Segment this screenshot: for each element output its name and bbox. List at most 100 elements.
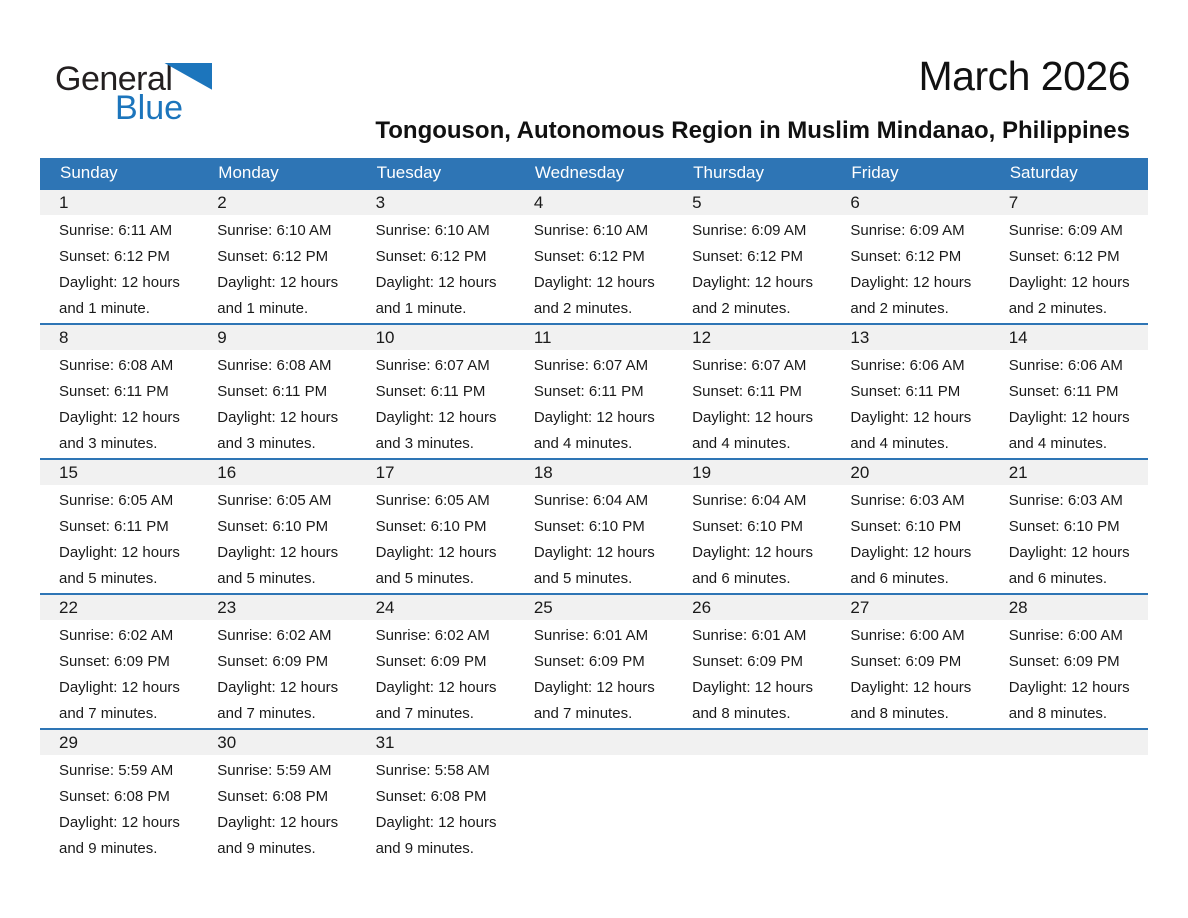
day-cell-23: 23 Sunrise: 6:02 AM Sunset: 6:09 PM Dayligh… — [198, 595, 357, 728]
sunset-text: Sunset: 6:10 PM — [375, 518, 487, 535]
daylight-text-cont: and 9 minutes. — [375, 840, 474, 857]
day-cell-empty — [514, 730, 674, 863]
day-details: Sunrise: 6:09 AM Sunset: 6:12 PM Daylight:… — [831, 215, 989, 322]
sunrise-text: Sunrise: 6:08 AM — [59, 357, 174, 374]
day-details: Sunrise: 5:59 AM Sunset: 6:08 PM Daylight:… — [40, 755, 198, 862]
sunrise-text: Sunrise: 6:09 AM — [692, 222, 807, 239]
daylight-text-cont: and 2 minutes. — [850, 300, 949, 317]
daylight-text: Daylight: 12 hours — [692, 274, 814, 291]
daylight-text-cont: and 9 minutes. — [59, 840, 158, 857]
daylight-text-cont: and 1 minute. — [217, 300, 309, 317]
day-cell-9: 9 Sunrise: 6:08 AM Sunset: 6:11 PM Daylight… — [198, 325, 357, 458]
sunset-text: Sunset: 6:12 PM — [850, 248, 962, 265]
sunset-text: Sunset: 6:11 PM — [533, 383, 644, 400]
daylight-text: Daylight: 12 hours — [533, 544, 655, 561]
day-cell-24: 24 Sunrise: 6:02 AM Sunset: 6:09 PM Dayligh… — [356, 595, 515, 728]
sunrise-text: Sunrise: 6:10 AM — [217, 222, 332, 239]
sunrise-text: Sunrise: 6:07 AM — [533, 357, 649, 374]
daylight-text: Daylight: 12 hours — [217, 814, 339, 831]
daylight-text: Daylight: 12 hours — [217, 544, 339, 561]
day-number: 4 — [514, 190, 674, 215]
day-cell-16: 16 Sunrise: 6:05 AM Sunset: 6:10 PM Dayligh… — [198, 460, 357, 593]
day-number: 21 — [989, 460, 1148, 485]
daylight-text: Daylight: 12 hours — [375, 679, 497, 696]
daylight-text-cont: and 5 minutes. — [533, 570, 633, 587]
day-number: 23 — [198, 595, 357, 620]
day-number: 30 — [198, 730, 357, 755]
daylight-text: Daylight: 12 hours — [533, 274, 655, 291]
daylight-text: Daylight: 12 hours — [692, 409, 814, 426]
day-cell-empty — [831, 730, 990, 863]
sunset-text: Sunset: 6:09 PM — [850, 653, 962, 670]
sunrise-text: Sunrise: 6:01 AM — [692, 627, 807, 644]
day-cell-18: 18 Sunrise: 6:04 AM Sunset: 6:10 PM Dayligh… — [514, 460, 674, 593]
calendar-weeks: 1 Sunrise: 6:11 AM Sunset: 6:12 PM Daylight… — [40, 188, 1148, 863]
day-details: Sunrise: 6:08 AM Sunset: 6:11 PM Daylight:… — [198, 350, 356, 457]
page-title: March 2026 — [918, 53, 1130, 99]
day-cell-21: 21 Sunrise: 6:03 AM Sunset: 6:10 PM Dayligh… — [989, 460, 1148, 593]
weekday-header-friday: Friday — [851, 163, 899, 182]
logo-text-blue: Blue — [115, 89, 184, 127]
day-number: 19 — [673, 460, 832, 485]
day-cell-29: 29 Sunrise: 5:59 AM Sunset: 6:08 PM Dayligh… — [40, 730, 199, 863]
sunrise-text: Sunrise: 6:07 AM — [692, 357, 807, 374]
sunset-text: Sunset: 6:11 PM — [217, 383, 328, 400]
day-details: Sunrise: 6:02 AM Sunset: 6:09 PM Daylight:… — [357, 620, 515, 727]
day-number: 11 — [514, 325, 674, 350]
day-details: Sunrise: 6:05 AM Sunset: 6:11 PM Daylight:… — [40, 485, 198, 592]
sunset-text: Sunset: 6:12 PM — [375, 248, 487, 265]
weekday-header-saturday: Saturday — [1009, 163, 1078, 182]
weekday-header-monday: Monday — [218, 163, 279, 182]
day-number — [989, 730, 1148, 755]
day-cell-17: 17 Sunrise: 6:05 AM Sunset: 6:10 PM Dayligh… — [356, 460, 515, 593]
sunrise-text: Sunrise: 6:02 AM — [217, 627, 332, 644]
day-cell-6: 6 Sunrise: 6:09 AM Sunset: 6:12 PM Daylight… — [831, 190, 990, 323]
day-details: Sunrise: 6:10 AM Sunset: 6:12 PM Daylight:… — [357, 215, 515, 322]
sunset-text: Sunset: 6:10 PM — [533, 518, 645, 535]
sunrise-text: Sunrise: 6:10 AM — [533, 222, 649, 239]
sunrise-text: Sunrise: 6:09 AM — [1008, 222, 1123, 239]
daylight-text: Daylight: 12 hours — [692, 679, 814, 696]
daylight-text: Daylight: 12 hours — [533, 679, 655, 696]
day-number: 12 — [673, 325, 832, 350]
daylight-text-cont: and 2 minutes. — [1008, 300, 1108, 317]
sunrise-text: Sunrise: 6:00 AM — [1008, 627, 1123, 644]
daylight-text: Daylight: 12 hours — [59, 544, 180, 561]
daylight-text-cont: and 4 minutes. — [533, 435, 633, 452]
day-details: Sunrise: 6:03 AM Sunset: 6:10 PM Daylight:… — [990, 485, 1148, 592]
sunset-text: Sunset: 6:12 PM — [59, 248, 170, 265]
day-number: 24 — [356, 595, 515, 620]
daylight-text-cont: and 7 minutes. — [217, 705, 316, 722]
daylight-text: Daylight: 12 hours — [850, 409, 972, 426]
day-cell-3: 3 Sunrise: 6:10 AM Sunset: 6:12 PM Daylight… — [356, 190, 515, 323]
daylight-text-cont: and 7 minutes. — [375, 705, 474, 722]
sunrise-text: Sunrise: 6:02 AM — [59, 627, 174, 644]
daylight-text-cont: and 3 minutes. — [217, 435, 316, 452]
day-number — [831, 730, 990, 755]
week-row-5: 29 Sunrise: 5:59 AM Sunset: 6:08 PM Dayligh… — [40, 728, 1148, 863]
sunrise-text: Sunrise: 6:03 AM — [1008, 492, 1123, 509]
day-details: Sunrise: 6:10 AM Sunset: 6:12 PM Daylight:… — [198, 215, 356, 322]
sunrise-text: Sunrise: 6:06 AM — [1008, 357, 1123, 374]
sunrise-text: Sunrise: 6:08 AM — [217, 357, 332, 374]
weekday-header-wednesday: Wednesday — [534, 163, 625, 182]
sunrise-text: Sunrise: 6:06 AM — [850, 357, 965, 374]
daylight-text: Daylight: 12 hours — [1008, 274, 1130, 291]
day-cell-empty — [989, 730, 1148, 863]
day-details: Sunrise: 6:08 AM Sunset: 6:11 PM Daylight:… — [40, 350, 198, 457]
day-cell-4: 4 Sunrise: 6:10 AM Sunset: 6:12 PM Daylight… — [514, 190, 674, 323]
daylight-text: Daylight: 12 hours — [59, 679, 180, 696]
daylight-text-cont: and 3 minutes. — [375, 435, 474, 452]
sunrise-text: Sunrise: 6:09 AM — [850, 222, 965, 239]
day-cell-28: 28 Sunrise: 6:00 AM Sunset: 6:09 PM Dayligh… — [989, 595, 1148, 728]
day-number: 10 — [356, 325, 515, 350]
sunset-text: Sunset: 6:09 PM — [1008, 653, 1120, 670]
sunrise-text: Sunrise: 6:07 AM — [375, 357, 490, 374]
day-number: 9 — [198, 325, 357, 350]
week-row-2: 8 Sunrise: 6:08 AM Sunset: 6:11 PM Daylight… — [40, 323, 1148, 458]
daylight-text-cont: and 6 minutes. — [692, 570, 791, 587]
day-cell-empty — [673, 730, 832, 863]
day-details: Sunrise: 6:09 AM Sunset: 6:12 PM Daylight:… — [990, 215, 1148, 322]
daylight-text: Daylight: 12 hours — [692, 544, 814, 561]
sunset-text: Sunset: 6:11 PM — [692, 383, 802, 400]
